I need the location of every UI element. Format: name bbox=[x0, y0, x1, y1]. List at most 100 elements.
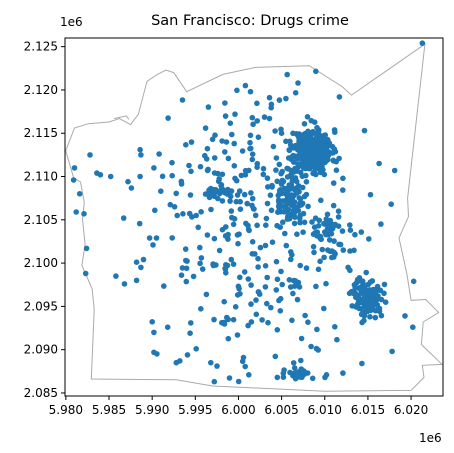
y-tick-label: 2.115 bbox=[24, 126, 58, 140]
crime-point bbox=[113, 273, 119, 279]
crime-point bbox=[248, 319, 255, 325]
crime-point bbox=[289, 178, 296, 184]
crime-point bbox=[246, 372, 252, 378]
crime-point bbox=[138, 152, 144, 158]
crime-point bbox=[336, 155, 342, 162]
crime-point bbox=[296, 284, 303, 290]
crime-point bbox=[234, 87, 240, 94]
crime-point bbox=[276, 297, 282, 304]
crime-point bbox=[402, 313, 408, 319]
crime-point bbox=[153, 235, 160, 241]
crime-point bbox=[183, 142, 189, 148]
crime-point bbox=[321, 171, 328, 178]
crime-point bbox=[340, 175, 346, 182]
crime-point bbox=[218, 182, 224, 189]
crime-point bbox=[329, 248, 335, 254]
crime-point bbox=[107, 173, 114, 180]
crime-point bbox=[229, 131, 235, 138]
crime-point bbox=[292, 278, 299, 284]
crime-point bbox=[410, 278, 417, 285]
crime-point bbox=[279, 190, 285, 197]
crime-point bbox=[292, 214, 298, 220]
crime-point bbox=[225, 335, 232, 342]
crime-point bbox=[297, 200, 303, 207]
crime-point bbox=[254, 222, 260, 229]
crime-point bbox=[340, 187, 346, 193]
crime-point bbox=[279, 168, 286, 175]
crime-point bbox=[359, 278, 366, 285]
crime-point bbox=[263, 215, 270, 222]
crime-point bbox=[225, 155, 232, 162]
crime-point bbox=[358, 296, 365, 303]
crime-point bbox=[254, 100, 260, 107]
crime-point bbox=[332, 129, 338, 135]
crime-point bbox=[184, 352, 191, 358]
crime-point bbox=[272, 128, 278, 134]
crime-point bbox=[237, 274, 243, 281]
crime-point bbox=[373, 307, 380, 314]
crime-point bbox=[247, 139, 253, 146]
crime-point bbox=[253, 297, 259, 303]
crime-point bbox=[374, 302, 381, 308]
crime-point bbox=[312, 215, 319, 221]
crime-point bbox=[388, 201, 395, 207]
crime-point bbox=[362, 288, 368, 294]
crime-point bbox=[361, 127, 368, 134]
crime-point bbox=[222, 233, 229, 239]
y-offset-label: 1e6 bbox=[60, 15, 83, 29]
crime-point bbox=[260, 171, 267, 178]
crime-point bbox=[186, 162, 192, 169]
crime-point bbox=[169, 235, 175, 241]
crime-point bbox=[274, 178, 281, 185]
crime-point bbox=[372, 314, 379, 321]
x-tick-label: 5.980 bbox=[49, 403, 83, 417]
crime-point bbox=[332, 324, 338, 330]
crime-point bbox=[250, 121, 256, 128]
crime-point bbox=[234, 232, 241, 238]
crime-point bbox=[237, 198, 243, 205]
x-axis: 5.980 5.985 5.990 5.995 6.000 6.005 6.010 6.015… bbox=[49, 396, 428, 417]
crime-point bbox=[254, 160, 261, 167]
crime-point bbox=[324, 226, 331, 232]
crime-point bbox=[216, 176, 222, 182]
crime-point bbox=[319, 158, 326, 164]
crime-point bbox=[151, 165, 157, 171]
crime-point bbox=[221, 298, 227, 305]
crime-point bbox=[265, 184, 271, 190]
crime-point bbox=[254, 118, 260, 124]
crime-point bbox=[70, 177, 77, 183]
crime-point bbox=[210, 261, 216, 267]
crime-point bbox=[293, 166, 300, 173]
crime-point bbox=[302, 312, 308, 319]
crime-point bbox=[288, 256, 294, 263]
crime-point bbox=[215, 195, 221, 202]
crime-point bbox=[279, 281, 286, 288]
crime-point bbox=[303, 154, 310, 160]
crime-point bbox=[137, 173, 143, 180]
crime-point bbox=[274, 276, 281, 283]
crime-point bbox=[358, 311, 365, 318]
crime-point bbox=[169, 159, 175, 166]
crime-point bbox=[136, 220, 143, 227]
crime-point bbox=[197, 163, 204, 170]
crime-point bbox=[253, 311, 260, 318]
crime-point bbox=[308, 117, 315, 124]
crime-point bbox=[282, 230, 288, 237]
crime-point bbox=[391, 167, 398, 174]
crime-point bbox=[312, 130, 319, 137]
crime-point bbox=[257, 244, 264, 251]
crime-point bbox=[268, 304, 274, 311]
crime-point bbox=[374, 296, 380, 303]
crime-point bbox=[208, 206, 214, 213]
crime-point bbox=[280, 178, 287, 185]
crime-point bbox=[366, 302, 373, 309]
crime-point bbox=[266, 94, 273, 101]
crime-point bbox=[360, 305, 367, 312]
crime-point bbox=[202, 191, 209, 197]
crime-point bbox=[366, 236, 372, 242]
crime-point bbox=[365, 306, 372, 313]
crime-point bbox=[352, 231, 358, 238]
crime-point bbox=[291, 220, 298, 227]
crime-point bbox=[315, 160, 322, 166]
